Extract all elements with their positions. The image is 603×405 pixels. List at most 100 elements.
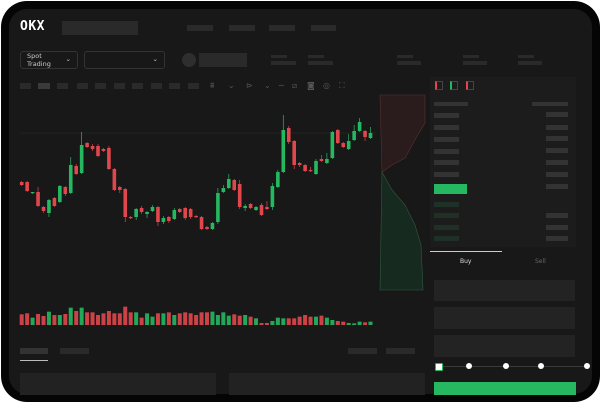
volume-bar [363, 322, 368, 325]
settings-icon[interactable]: ◎ [323, 81, 330, 90]
volume-bar [232, 314, 237, 325]
volume-bar [85, 312, 90, 325]
candle-body [123, 189, 128, 217]
volume-bar [177, 313, 182, 325]
total-input[interactable] [434, 335, 575, 357]
timeframe-button[interactable] [151, 83, 162, 89]
amount-input[interactable] [434, 307, 575, 329]
okx-logo[interactable]: OKX [20, 19, 45, 34]
candle-body [112, 169, 117, 190]
candle-body [161, 218, 166, 222]
timeframe-button[interactable] [132, 83, 143, 89]
candle-body [243, 206, 247, 208]
slider-stop[interactable] [538, 363, 544, 369]
candle-body [352, 131, 356, 140]
orderbook-bids-icon[interactable] [450, 81, 458, 90]
volume-bar [30, 317, 35, 325]
timeframe-button[interactable] [114, 83, 125, 89]
pair-name [199, 53, 247, 67]
fullscreen-icon[interactable]: ⛶ [339, 81, 345, 90]
volume-bar [57, 315, 62, 325]
volume-bar [308, 316, 313, 325]
volume-bar [101, 313, 106, 325]
orderbook-both-icon[interactable] [435, 81, 443, 90]
volume-bar [292, 318, 297, 325]
slider-stop[interactable] [503, 363, 509, 369]
search-bar[interactable] [62, 21, 138, 35]
view-all-button[interactable] [386, 348, 415, 354]
orders-panel [20, 373, 216, 395]
nav-item[interactable] [311, 25, 336, 31]
timeframe-button[interactable] [57, 83, 68, 89]
candle-body [139, 208, 144, 212]
volume-bar [210, 311, 215, 325]
timeframe-button[interactable] [77, 83, 88, 89]
candle-body [172, 210, 177, 219]
volume-bar [90, 312, 95, 325]
candle-body [118, 187, 122, 190]
nav-item[interactable] [269, 25, 295, 31]
history-tab[interactable] [60, 348, 89, 354]
volume-bar [221, 312, 226, 325]
volume-bar [297, 316, 302, 325]
volume-bar [237, 315, 242, 325]
chevron-down-icon[interactable]: ⌄ [228, 81, 235, 90]
camera-icon[interactable]: ◙ [307, 81, 315, 90]
timeframe-button[interactable] [188, 83, 199, 89]
candle-body [308, 170, 313, 172]
candle-body [85, 143, 89, 147]
candle-body [107, 148, 111, 169]
orders-tab[interactable] [20, 348, 48, 354]
candle-body [41, 207, 46, 211]
orderbook-asks-icon[interactable] [466, 81, 474, 90]
price-input[interactable] [434, 280, 575, 301]
buy-button[interactable] [434, 382, 576, 395]
candle-body [30, 192, 35, 194]
timeframe-button[interactable] [38, 83, 50, 89]
volume-bar [314, 316, 318, 325]
volume-bar [74, 311, 79, 325]
volume-bar [123, 306, 128, 325]
candle-body [265, 207, 269, 209]
slider-handle[interactable] [435, 363, 443, 371]
timeframe-button[interactable] [95, 83, 106, 89]
timeframe-button[interactable] [20, 83, 31, 89]
candle-body [156, 207, 160, 222]
volume-bar [166, 312, 171, 325]
candle-body [210, 223, 215, 229]
line-icon[interactable]: ∼ [278, 81, 285, 90]
spot-trading-dropdown[interactable]: Spot Trading ⌄ [20, 51, 78, 69]
candle-body [336, 130, 340, 143]
nav-item[interactable] [187, 25, 213, 31]
candle-body [286, 128, 291, 142]
volume-bar [41, 316, 46, 325]
candle-body [237, 184, 242, 207]
candle-body [259, 205, 264, 215]
filter-button[interactable] [348, 348, 377, 354]
buy-tab[interactable]: Buy [460, 258, 472, 265]
nav-item[interactable] [229, 25, 255, 31]
slider-stop[interactable] [466, 363, 472, 369]
volume-bar [286, 318, 291, 325]
candle-body [341, 143, 346, 147]
timeframe-button[interactable] [169, 83, 180, 89]
volume-bar [215, 315, 220, 325]
buy-tab-underline [430, 251, 502, 252]
candle-body [357, 122, 362, 131]
volume-bar [319, 315, 324, 325]
candle-body [248, 204, 253, 208]
candle-body [297, 163, 302, 165]
indicator-icon[interactable]: ⩩ [210, 81, 215, 90]
volume-bar [46, 311, 51, 325]
slider-stop[interactable] [584, 363, 590, 369]
ruler-icon[interactable]: ⧄ [292, 81, 298, 90]
pair-dropdown[interactable]: ⌄ [84, 51, 165, 69]
chevron-down-icon[interactable]: ⌄ [264, 81, 271, 90]
candle-body [79, 145, 84, 173]
volume-bar [134, 312, 139, 325]
volume-bar [330, 320, 335, 325]
candle-body [254, 207, 258, 210]
sell-tab[interactable]: Sell [535, 258, 546, 265]
draw-icon[interactable]: ⊳ [246, 81, 253, 90]
